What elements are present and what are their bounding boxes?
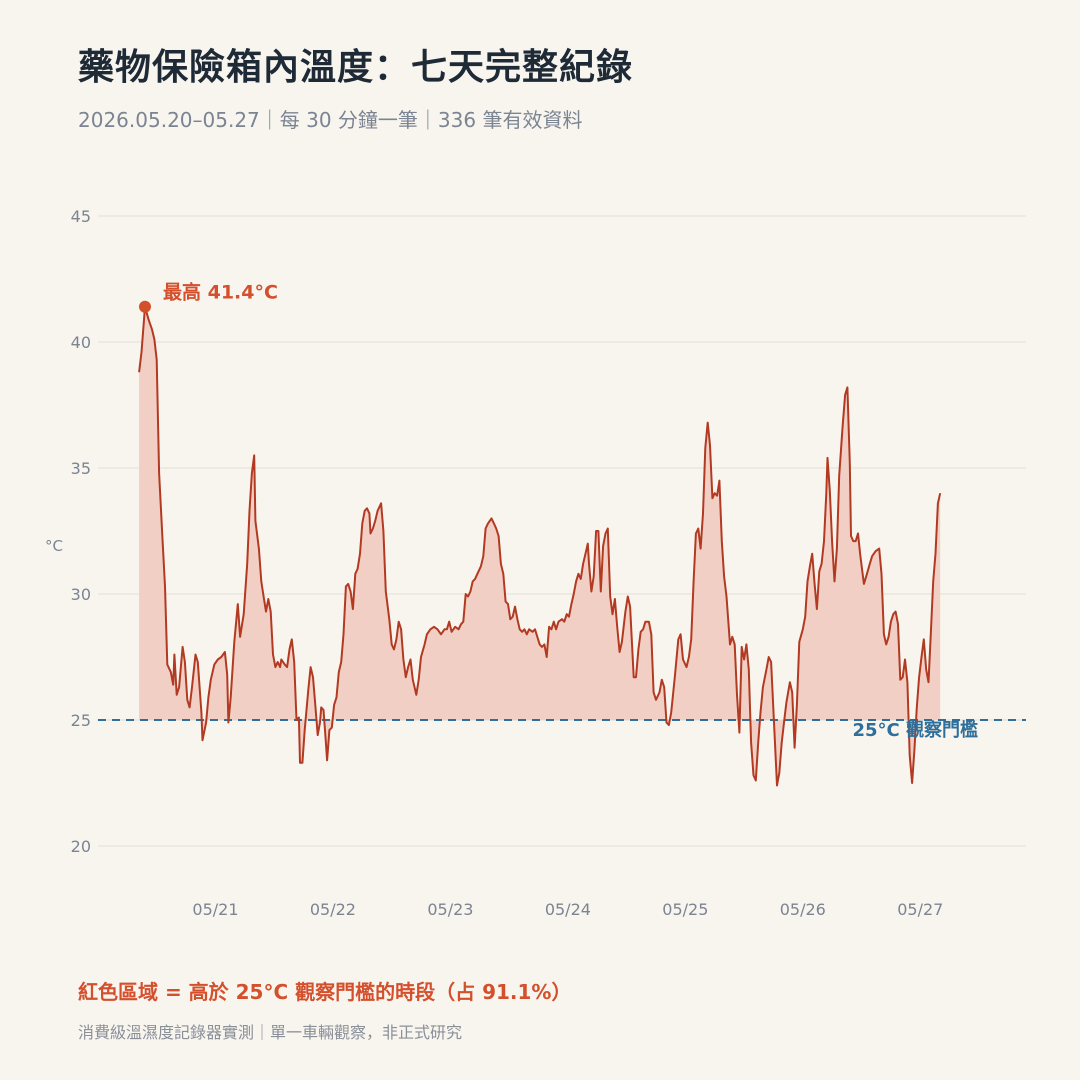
y-tick-label: 45 [71,207,91,226]
x-tick-label: 05/24 [545,900,591,919]
x-tick-label: 05/22 [310,900,356,919]
legend-note: 紅色區域 = 高於 25°C 觀察門檻的時段（占 91.1%） [78,980,572,1004]
x-tick-label: 05/27 [897,900,943,919]
chart-title: 藥物保險箱內溫度：七天完整紀錄 [78,47,634,88]
y-axis-ticks: 20 25 30 35 40 45 [71,207,91,856]
x-tick-label: 05/21 [192,900,238,919]
temperature-line [138,305,942,787]
source-note: 消費級溫濕度記錄器實測｜單一車輛觀察，非正式研究 [78,1023,463,1042]
y-tick-label: 30 [71,585,91,604]
y-tick-label: 20 [71,837,91,856]
threshold-label: 25°C 觀察門檻 [852,719,978,741]
y-tick-label: 35 [71,459,91,478]
y-axis-unit: °C [45,537,63,555]
x-tick-label: 05/23 [427,900,473,919]
peak-marker [138,300,151,313]
x-tick-label: 05/26 [780,900,826,919]
peak-label: 最高 41.4°C [163,281,278,304]
chart-subtitle: 2026.05.20–05.27｜每 30 分鐘一筆｜336 筆有效資料 [78,108,583,132]
x-tick-label: 05/25 [662,900,708,919]
y-tick-label: 25 [71,711,91,730]
y-tick-label: 40 [71,333,91,352]
above-threshold-area [139,306,941,786]
x-axis-ticks: 05/21 05/22 05/23 05/24 05/25 05/26 05/27 [192,900,943,919]
gridlines [98,215,1026,847]
